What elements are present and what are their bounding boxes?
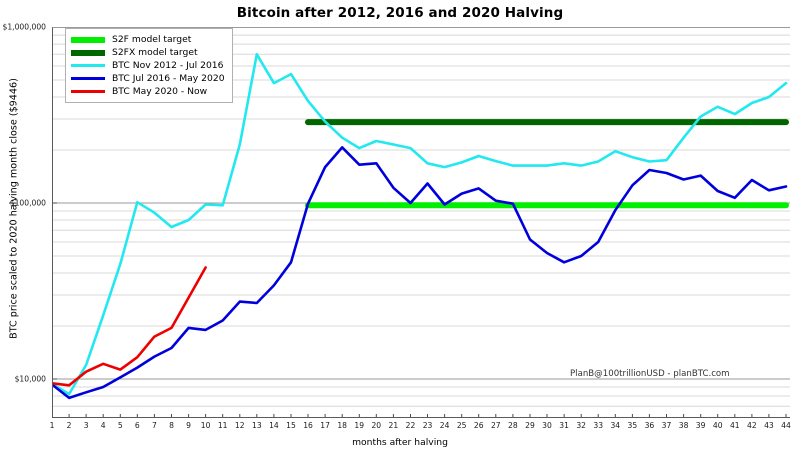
- legend-label: BTC Jul 2016 - May 2020: [112, 73, 225, 84]
- x-tick-label: 28: [508, 421, 518, 430]
- legend-item: S2F model target: [71, 33, 225, 46]
- x-tick-label: 43: [764, 421, 774, 430]
- x-tick-label: 34: [610, 421, 621, 430]
- x-tick-label: 2: [66, 421, 72, 430]
- x-tick-label: 14: [269, 421, 279, 430]
- x-tick-label: 3: [83, 421, 89, 430]
- x-tick-label: 21: [388, 421, 399, 430]
- x-tick-label: 19: [354, 421, 365, 430]
- legend-item: S2FX model target: [71, 46, 225, 59]
- x-tick-label: 5: [117, 421, 123, 430]
- x-tick-label: 9: [186, 421, 191, 430]
- x-tick-label: 31: [559, 421, 569, 430]
- x-tick-label: 41: [729, 421, 740, 430]
- x-tick-label: 1: [49, 421, 55, 430]
- x-tick-label: 25: [456, 421, 467, 430]
- x-tick-label: 15: [286, 421, 296, 430]
- x-tick-label: 4: [100, 421, 106, 430]
- legend-swatch-icon: [71, 36, 105, 43]
- x-axis-title: months after halving: [352, 437, 448, 448]
- x-tick-label: 27: [490, 421, 501, 430]
- chart-title: Bitcoin after 2012, 2016 and 2020 Halvin…: [236, 5, 564, 21]
- x-tick-label: 42: [747, 421, 757, 430]
- x-tick-label: 40: [712, 421, 723, 430]
- x-tick-label: 38: [678, 421, 689, 430]
- legend-swatch-icon: [71, 64, 105, 67]
- x-tick-label: 22: [405, 421, 416, 430]
- x-tick-label: 24: [439, 421, 450, 430]
- model-target-bands: [305, 119, 789, 209]
- x-tick-label: 35: [627, 421, 638, 430]
- x-tick-label: 29: [525, 421, 535, 430]
- x-tick-label: 33: [593, 421, 604, 430]
- x-tick-label: 7: [151, 421, 157, 430]
- legend-item: BTC Nov 2012 - Jul 2016: [71, 59, 225, 72]
- legend-item: BTC May 2020 - Now: [71, 85, 225, 98]
- y-tick-label: $100,000: [9, 198, 46, 208]
- legend-label: BTC May 2020 - Now: [112, 86, 208, 97]
- x-tick-label: 8: [169, 421, 174, 430]
- watermark-credit: PlanB@100trillionUSD - planBTC.com: [570, 369, 730, 379]
- legend-swatch-icon: [71, 77, 105, 80]
- x-tick-label: 10: [200, 421, 211, 430]
- legend-label: S2F model target: [112, 34, 192, 45]
- x-tick-label: 36: [644, 421, 655, 430]
- legend-swatch-icon: [71, 49, 105, 56]
- x-tick-label: 23: [422, 421, 433, 430]
- x-tick-label: 16: [303, 421, 313, 430]
- y-tick-label: $10,000: [14, 374, 46, 384]
- x-tick-label: 39: [695, 421, 706, 430]
- x-tick-label: 44: [781, 421, 791, 430]
- x-tick-label: 32: [576, 421, 586, 430]
- series-line-btc-nov-2012-jul-2016: [52, 52, 788, 396]
- x-tick-marks: [52, 414, 787, 418]
- legend-label: BTC Nov 2012 - Jul 2016: [112, 60, 224, 71]
- y-tick-label: $1,000,000: [2, 22, 46, 32]
- series-line-btc-may-2020-now: [52, 266, 207, 387]
- x-tick-label: 26: [473, 421, 484, 430]
- chart-legend: S2F model target S2FX model target BTC Nov…: [65, 28, 233, 103]
- legend-item: BTC Jul 2016 - May 2020: [71, 72, 225, 85]
- legend-swatch-icon: [71, 90, 105, 93]
- x-tick-label: 13: [251, 421, 262, 430]
- legend-label: S2FX model target: [112, 47, 198, 58]
- x-tick-label: 11: [217, 421, 228, 430]
- x-tick-label: 17: [320, 421, 330, 430]
- x-tick-label: 6: [134, 421, 140, 430]
- price-series-lines: [52, 52, 788, 400]
- x-tick-label: 37: [661, 421, 672, 430]
- x-tick-label: 20: [371, 421, 382, 430]
- y-axis-title: BTC price scaled to 2020 halving month c…: [8, 78, 20, 339]
- x-tick-label: 18: [337, 421, 348, 430]
- series-line-btc-jul-2016-may-2020: [52, 146, 788, 400]
- x-tick-label: 30: [542, 421, 552, 430]
- x-tick-label: 12: [234, 421, 245, 430]
